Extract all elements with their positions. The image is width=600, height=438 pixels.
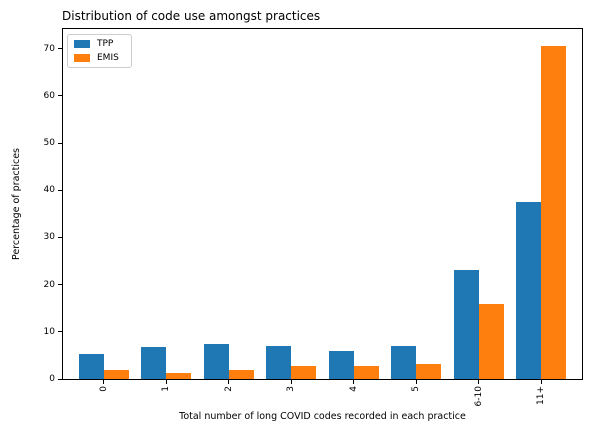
x-axis-label: Total number of long COVID codes recorde…	[179, 411, 466, 422]
x-tick-label: 4	[348, 386, 359, 392]
y-tick-label: 70	[43, 43, 55, 54]
bar-tpp-0	[78, 354, 104, 379]
y-tick-mark	[58, 236, 62, 238]
bar-tpp-3	[266, 346, 292, 379]
legend: TPP EMIS	[67, 34, 132, 68]
y-tick-label: 10	[43, 326, 55, 337]
y-tick-label: 50	[43, 138, 55, 149]
bar-tpp-2	[203, 343, 229, 379]
x-tick-label: 2	[223, 386, 234, 392]
y-tick-mark	[58, 189, 62, 191]
y-tick-mark	[58, 48, 62, 50]
bar-emis-5	[416, 364, 442, 379]
bar-emis-3	[291, 365, 317, 379]
y-tick-label: 60	[43, 90, 55, 101]
bar-emis-1	[166, 372, 192, 379]
bar-emis-11+	[541, 46, 567, 379]
bar-emis-6-10	[478, 304, 504, 379]
bar-tpp-4	[328, 350, 354, 379]
y-tick-mark	[58, 95, 62, 97]
bar-emis-2	[228, 369, 254, 379]
bar-emis-4	[353, 365, 379, 379]
bar-emis-0	[103, 370, 129, 379]
bar-tpp-1	[141, 346, 167, 379]
y-tick-label: 20	[43, 279, 55, 290]
bar-tpp-11+	[516, 202, 542, 379]
x-tick-mark	[353, 380, 355, 384]
y-tick-mark	[58, 142, 62, 144]
x-tick-label: 6-10	[473, 386, 484, 407]
legend-item-tpp: TPP	[74, 39, 119, 49]
legend-swatch-tpp	[74, 40, 90, 48]
x-tick-mark	[478, 380, 480, 384]
x-tick-mark	[290, 380, 292, 384]
legend-swatch-emis	[74, 54, 90, 62]
y-tick-label: 30	[43, 232, 55, 243]
x-tick-mark	[103, 380, 105, 384]
x-tick-mark	[228, 380, 230, 384]
y-tick-mark	[58, 331, 62, 333]
x-tick-label: 0	[98, 386, 109, 392]
y-tick-label: 40	[43, 185, 55, 196]
x-tick-mark	[540, 380, 542, 384]
bar-tpp-5	[391, 345, 417, 379]
y-tick-label: 0	[49, 374, 55, 384]
legend-item-emis: EMIS	[74, 53, 119, 63]
x-tick-mark	[415, 380, 417, 384]
x-tick-label: 5	[411, 386, 422, 392]
x-tick-label: 3	[286, 386, 297, 392]
x-tick-label: 11+	[536, 386, 547, 405]
y-tick-mark	[58, 378, 62, 380]
bar-tpp-6-10	[453, 269, 479, 379]
chart-title: Distribution of code use amongst practic…	[62, 9, 321, 23]
legend-label-emis: EMIS	[97, 53, 119, 63]
x-tick-mark	[165, 380, 167, 384]
plot-area	[62, 28, 583, 380]
x-tick-label: 1	[161, 386, 172, 392]
legend-label-tpp: TPP	[97, 39, 114, 49]
y-tick-mark	[58, 284, 62, 286]
